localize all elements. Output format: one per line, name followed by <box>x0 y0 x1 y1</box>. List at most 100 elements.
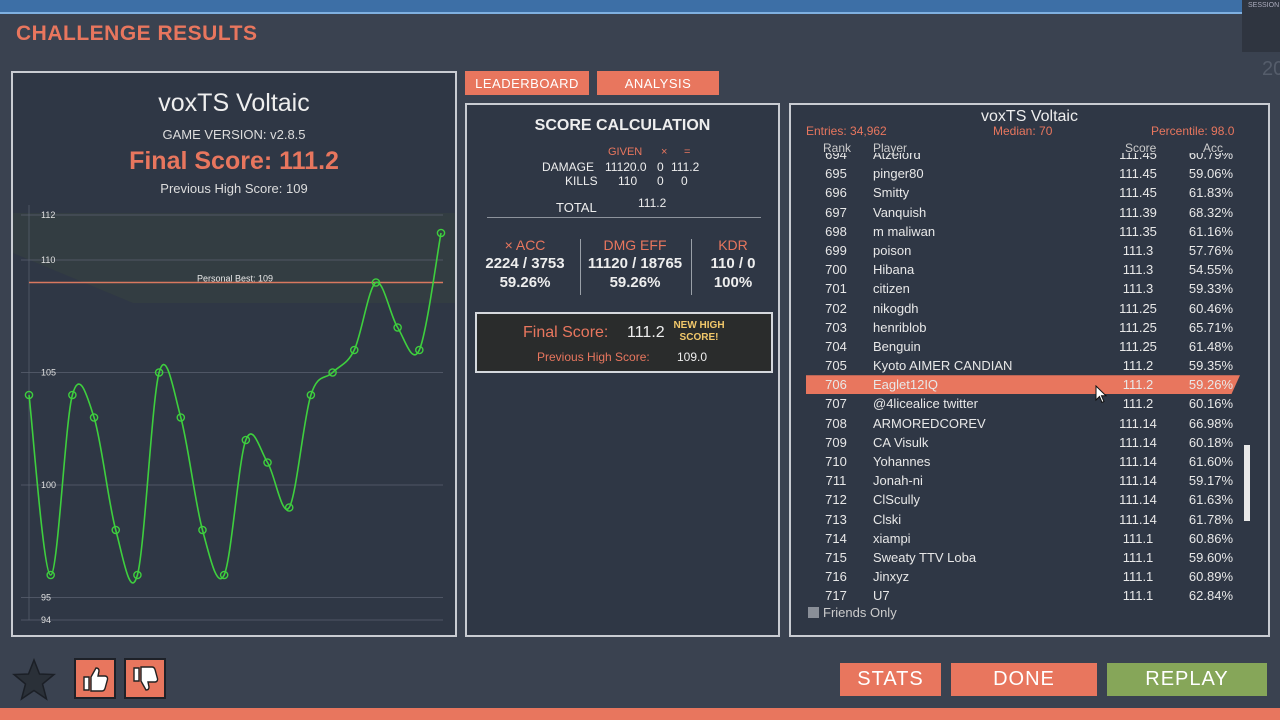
rank-cell: 696 <box>825 185 847 201</box>
data-point <box>24 390 34 400</box>
tab-leaderboard[interactable]: LEADERBOARD <box>465 71 589 95</box>
y-tick-label: 112 <box>41 210 55 220</box>
accuracy-cell: 60.46% <box>1188 300 1233 316</box>
damage-given: 11120.0 <box>605 160 647 174</box>
thumbs-up-button[interactable] <box>74 658 116 699</box>
table-row[interactable]: 716 Jinxyz 111.1 60.89% <box>806 567 1240 586</box>
player-cell: pinger80 <box>873 166 924 182</box>
score-cell: 111.1 <box>1122 530 1154 546</box>
player-cell: Kyoto AIMER CANDIAN <box>873 358 1013 374</box>
accuracy-cell: 54.55% <box>1188 262 1233 278</box>
column-score[interactable]: Score <box>1125 141 1157 155</box>
table-row[interactable]: 707 @4licealice twitter 111.2 60.16% <box>806 394 1240 413</box>
page-title: CHALLENGE RESULTS <box>16 22 258 45</box>
table-row[interactable]: 699 poison 111.3 57.76% <box>806 241 1240 260</box>
data-point <box>263 458 272 467</box>
data-point <box>133 570 142 580</box>
player-cell: Atzelord <box>873 153 921 162</box>
table-row[interactable]: 717 U7 111.1 62.84% <box>806 586 1240 601</box>
player-cell: CA Visulk <box>873 434 929 450</box>
data-point <box>415 345 424 355</box>
table-row-current-player[interactable]: 706 Eaglet12IQ 111.2 59.26% <box>806 375 1240 395</box>
table-row[interactable]: 697 Vanquish 111.39 68.32% <box>806 203 1240 222</box>
score-cell: 111.3 <box>1122 262 1154 278</box>
score-cell: 111.45 <box>1119 166 1157 182</box>
table-row[interactable]: 701 citizen 111.3 59.33% <box>806 279 1240 298</box>
table-row[interactable]: 696 Smitty 111.45 61.83% <box>806 183 1240 202</box>
player-cell: Jinxyz <box>873 569 910 585</box>
table-row[interactable]: 705 Kyoto AIMER CANDIAN 111.2 59.35% <box>806 356 1240 375</box>
column-accuracy[interactable]: Acc <box>1203 141 1224 155</box>
rank-cell: 717 <box>825 588 847 601</box>
rank-cell: 703 <box>825 319 847 335</box>
leaderboard-list[interactable]: 694 Atzelord 111.45 60.79% 695 pinger80 111.45… <box>806 153 1240 601</box>
table-row[interactable]: 713 Clski 111.14 61.78% <box>806 510 1240 529</box>
rank-cell: 697 <box>825 204 847 220</box>
game-version: GAME VERSION: v2.8.5 <box>162 127 306 142</box>
accuracy-cell: 65.71% <box>1188 319 1233 335</box>
table-row[interactable]: 710 Yohannes 111.14 61.60% <box>806 452 1240 471</box>
player-cell: henriblob <box>873 319 927 335</box>
table-row[interactable]: 709 CA Visulk 111.14 60.18% <box>806 433 1240 452</box>
final-score: Final Score: 111.2 <box>129 147 339 175</box>
leaderboard-rows: 694 Atzelord 111.45 60.79% 695 pinger80 111.45… <box>806 153 1240 601</box>
table-row[interactable]: 703 henriblob 111.25 65.71% <box>806 318 1240 337</box>
leaderboard-scrollbar[interactable] <box>1244 445 1250 521</box>
session-label: SESSION <box>1248 2 1280 9</box>
equals-header: = <box>684 146 691 158</box>
total-label: TOTAL <box>556 200 597 215</box>
table-row[interactable]: 704 Benguin 111.25 61.48% <box>806 337 1240 356</box>
table-row[interactable]: 711 Jonah-ni 111.14 59.17% <box>806 471 1240 490</box>
table-row[interactable]: 702 nikogdh 111.25 60.46% <box>806 299 1240 318</box>
friends-only-toggle[interactable]: Friends Only <box>808 605 897 620</box>
damage-multiplier: 0 <box>657 160 664 174</box>
kdr-label: KDR <box>718 237 748 253</box>
data-point <box>241 435 251 445</box>
table-row[interactable]: 698 m maliwan 111.35 61.16% <box>806 222 1240 241</box>
session-widget: SESSION <box>1242 0 1280 52</box>
table-row[interactable]: 694 Atzelord 111.45 60.79% <box>806 153 1240 164</box>
accuracy-cell: 60.79% <box>1188 153 1233 162</box>
score-cell: 111.2 <box>1122 377 1154 393</box>
thumbs-down-button[interactable] <box>124 658 166 699</box>
data-point <box>68 390 77 400</box>
friends-only-checkbox[interactable] <box>808 607 819 618</box>
rank-cell: 712 <box>825 492 847 508</box>
tab-analysis[interactable]: ANALYSIS <box>597 71 719 95</box>
accuracy-cell: 66.98% <box>1188 415 1233 431</box>
player-cell: poison <box>873 242 912 258</box>
replay-button[interactable]: REPLAY <box>1107 663 1267 696</box>
done-button[interactable]: DONE <box>951 663 1097 696</box>
table-row[interactable]: 714 xiampi 111.1 60.86% <box>806 529 1240 548</box>
chart-grid <box>21 205 443 621</box>
accuracy-cell: 61.48% <box>1188 338 1233 354</box>
rank-cell: 715 <box>825 549 847 565</box>
score-cell: 111.25 <box>1119 338 1157 354</box>
player-cell: U7 <box>873 588 890 601</box>
player-cell: Vanquish <box>873 204 927 220</box>
table-row[interactable]: 695 pinger80 111.45 59.06% <box>806 164 1240 183</box>
data-point <box>284 503 294 512</box>
score-cell: 111.39 <box>1119 204 1157 220</box>
rank-cell: 713 <box>825 511 847 527</box>
column-rank[interactable]: Rank <box>823 141 852 155</box>
column-player[interactable]: Player <box>873 141 908 155</box>
table-row[interactable]: 715 Sweaty TTV Loba 111.1 59.60% <box>806 548 1240 567</box>
data-point <box>371 278 381 287</box>
star-icon[interactable] <box>12 658 56 702</box>
score-calculation-title: SCORE CALCULATION <box>534 117 711 134</box>
player-cell: Hibana <box>873 262 915 278</box>
table-row[interactable]: 712 ClScully 111.14 61.63% <box>806 490 1240 509</box>
mouse-cursor-icon <box>1095 385 1108 404</box>
accuracy-cell: 68.32% <box>1188 204 1233 220</box>
rank-cell: 695 <box>825 166 847 182</box>
table-row[interactable]: 700 Hibana 111.3 54.55% <box>806 260 1240 279</box>
table-row[interactable]: 708 ARMOREDCOREV 111.14 66.98% <box>806 414 1240 433</box>
new-high-score-badge: NEW HIGH SCORE! <box>673 320 725 343</box>
stats-button[interactable]: STATS <box>840 663 941 696</box>
rank-cell: 698 <box>825 223 847 239</box>
player-cell: citizen <box>873 281 910 297</box>
score-cell: 111.14 <box>1119 492 1157 508</box>
rank-cell: 711 <box>825 473 847 489</box>
player-cell: Eaglet12IQ <box>873 377 939 393</box>
